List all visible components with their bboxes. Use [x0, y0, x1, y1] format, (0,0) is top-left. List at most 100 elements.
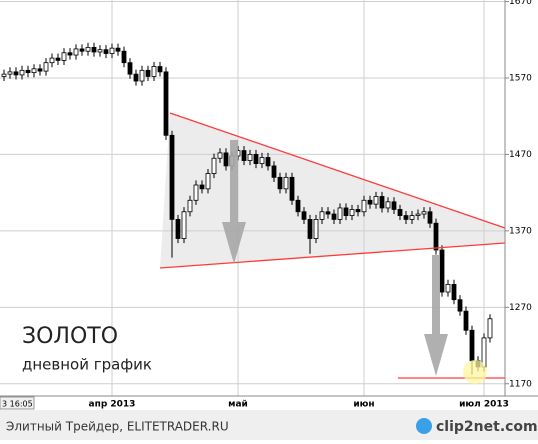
candle-body — [103, 49, 109, 54]
candle-body — [31, 68, 37, 74]
candle-body — [367, 199, 373, 205]
candle-body — [1, 73, 7, 77]
candle-body — [259, 157, 265, 164]
x-tick-label: июл 2013 — [459, 400, 509, 410]
candle-body — [37, 68, 43, 72]
candle-body — [157, 66, 163, 73]
candle-body — [121, 50, 127, 64]
y-tick-label: 1470 — [509, 150, 532, 160]
trend-line — [159, 242, 506, 269]
candle-body — [169, 134, 175, 220]
candle-body — [181, 211, 187, 239]
candle-body — [19, 69, 25, 76]
candle-body — [295, 199, 301, 213]
footer-source: Элитный Трейдер, ELITETRADER.RU — [6, 420, 229, 434]
candle-body — [391, 201, 397, 210]
footer-logo: clip2net.com — [436, 419, 538, 435]
arrow-shaft — [230, 140, 238, 225]
candle-body — [151, 66, 157, 77]
x-tick-label: май — [228, 400, 248, 410]
x-tick-label: апр 2013 — [89, 400, 136, 410]
candle-body — [139, 69, 145, 82]
candle-body — [241, 150, 247, 161]
candle-body — [427, 211, 433, 224]
candle-body — [97, 49, 103, 53]
candle-body — [175, 219, 181, 239]
candle-body — [55, 57, 61, 61]
candle-body — [337, 207, 343, 220]
candle-body — [313, 219, 319, 239]
candle-body — [7, 71, 13, 75]
candle-body — [349, 209, 355, 216]
logo-icon — [416, 418, 432, 434]
candle-body — [487, 318, 493, 339]
candle-body — [319, 211, 325, 220]
corner-label: 3 16:05 — [2, 400, 33, 409]
arrow-head — [424, 334, 448, 376]
candle-body — [481, 337, 487, 368]
candle-body — [289, 176, 295, 201]
candle-body — [217, 152, 223, 159]
candle-body — [439, 249, 445, 293]
y-tick-label: 1170 — [509, 379, 532, 389]
candle-body — [331, 213, 337, 220]
candle-body — [91, 46, 97, 53]
candle-body — [109, 47, 115, 54]
candle-body — [379, 196, 385, 209]
candle-body — [73, 48, 79, 56]
candle-body — [127, 62, 133, 75]
footer — [0, 410, 538, 440]
title: ЗОЛОТО — [22, 324, 118, 349]
candle-body — [193, 184, 199, 201]
candle-body — [13, 71, 19, 76]
y-tick-label: 1570 — [509, 73, 532, 83]
candle-body — [433, 222, 439, 251]
candle-body — [451, 283, 457, 301]
candle-body — [199, 184, 205, 190]
candle-body — [457, 299, 463, 312]
candle-body — [421, 211, 427, 215]
candle-body — [373, 196, 379, 205]
candle-body — [271, 165, 277, 178]
candle-body — [85, 46, 91, 52]
candle-body — [247, 154, 253, 161]
arrows — [222, 140, 448, 376]
candle-body — [277, 176, 283, 190]
candle-body — [463, 310, 469, 331]
candle-body — [301, 211, 307, 220]
corner-box — [0, 396, 35, 410]
candle-body — [325, 211, 331, 215]
candle-body — [385, 201, 391, 209]
candle-body — [355, 209, 361, 213]
candle-body — [61, 52, 67, 61]
candle-body — [361, 199, 367, 213]
subtitle: дневной график — [22, 356, 152, 374]
candle-body — [43, 62, 49, 72]
y-tick-label: 1670 — [509, 0, 532, 7]
candle-body — [253, 154, 259, 164]
candle-body — [205, 173, 211, 190]
candle-body — [415, 213, 421, 216]
candle-body — [307, 219, 313, 239]
arrow-shaft — [432, 255, 440, 337]
candle-body — [409, 215, 415, 220]
candle-body — [265, 157, 271, 167]
y-tick-label: 1370 — [509, 226, 532, 236]
highlight-circle — [463, 360, 487, 384]
candle-body — [163, 71, 169, 136]
candle-body — [403, 215, 409, 220]
candle-body — [67, 52, 73, 56]
x-tick-label: июн — [353, 400, 374, 410]
candle-body — [25, 69, 31, 74]
candle-body — [145, 69, 151, 77]
y-axis-area — [505, 0, 538, 396]
candle-body — [79, 48, 85, 52]
candle-body — [469, 329, 475, 362]
candle-body — [115, 47, 121, 52]
candle-body — [133, 73, 139, 82]
candle-body — [283, 176, 289, 190]
candle-body — [397, 209, 403, 216]
candle-body — [211, 157, 217, 174]
candle-body — [223, 152, 229, 167]
